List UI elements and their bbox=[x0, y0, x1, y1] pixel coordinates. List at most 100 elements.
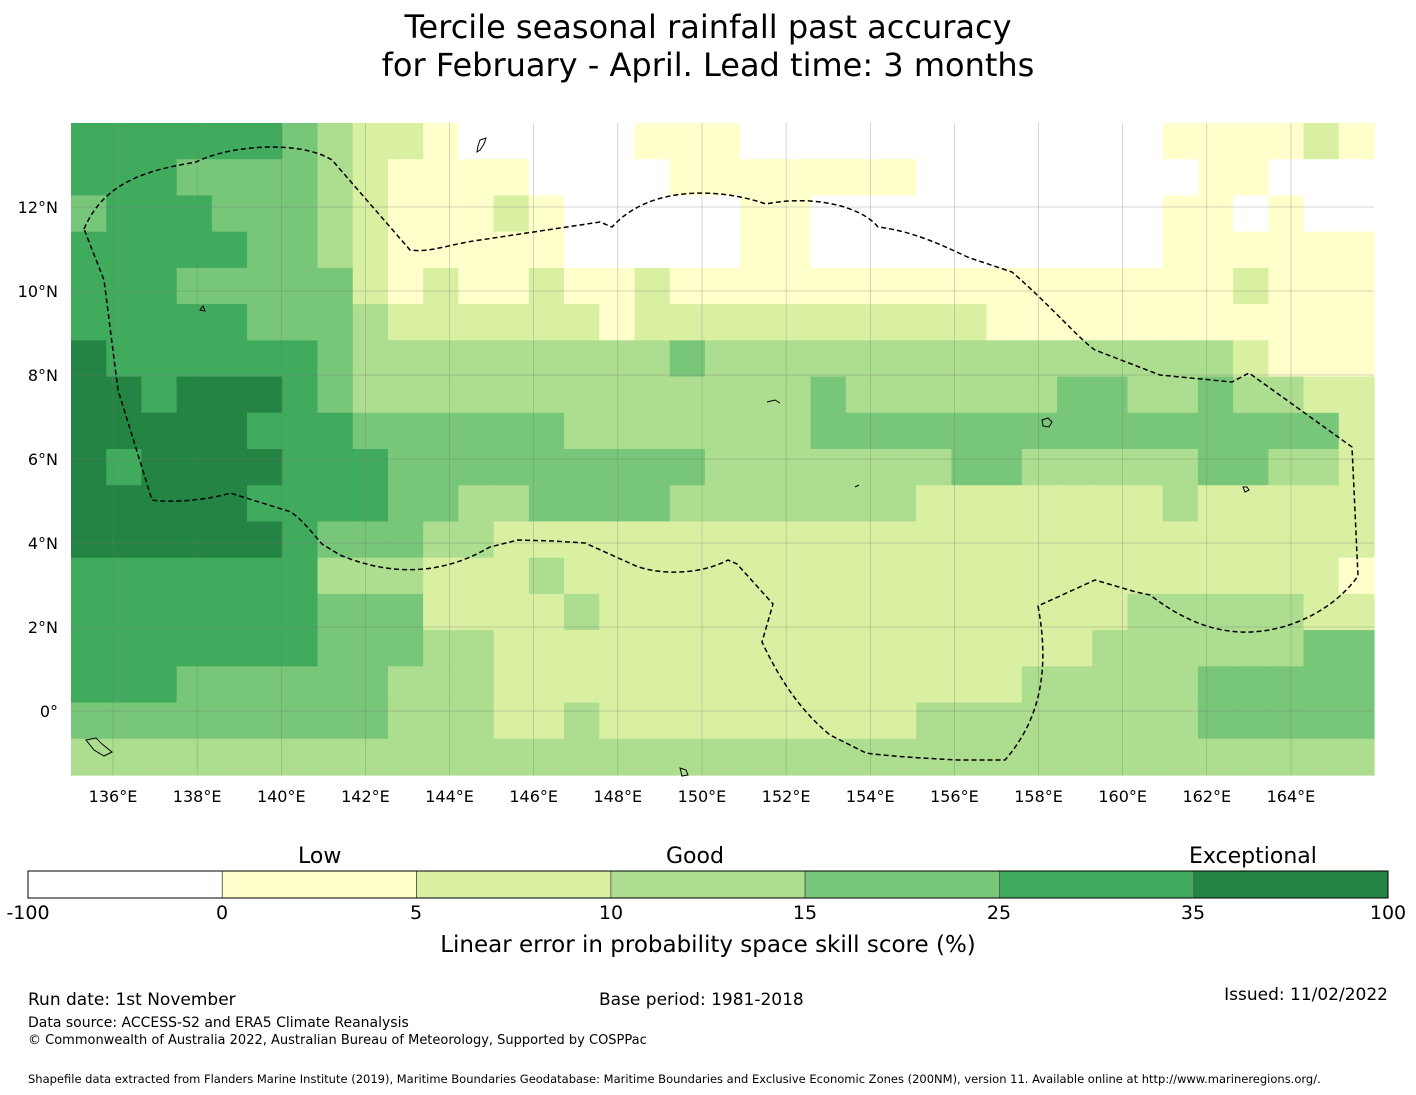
skill-cell bbox=[951, 738, 988, 776]
skill-cell bbox=[634, 340, 671, 378]
longitude-tick-label: 146°E bbox=[509, 787, 558, 806]
skill-cell bbox=[106, 340, 143, 378]
skill-cell bbox=[71, 123, 107, 160]
skill-cell bbox=[986, 521, 1023, 559]
island-outline bbox=[1242, 486, 1250, 493]
skill-cell bbox=[141, 267, 178, 305]
skill-cell bbox=[880, 666, 917, 704]
longitude-tick-label: 164°E bbox=[1267, 787, 1316, 806]
skill-cell bbox=[1092, 702, 1129, 740]
skill-cell bbox=[423, 267, 459, 305]
skill-cell bbox=[1021, 376, 1058, 414]
skill-cell bbox=[880, 267, 917, 305]
skill-cell bbox=[564, 738, 600, 776]
skill-cell bbox=[599, 267, 636, 305]
skill-cell bbox=[282, 231, 319, 269]
skill-cell bbox=[317, 231, 354, 269]
skill-cell bbox=[1233, 630, 1269, 667]
longitude-tick-label: 156°E bbox=[930, 787, 979, 806]
skill-cell bbox=[352, 412, 389, 450]
skill-cell bbox=[387, 630, 424, 667]
skill-cell bbox=[71, 159, 107, 197]
skill-cell bbox=[1233, 557, 1269, 595]
skill-cell bbox=[423, 195, 459, 233]
skill-cell bbox=[669, 521, 706, 559]
skill-cell bbox=[1268, 376, 1305, 414]
skill-cell bbox=[704, 666, 741, 704]
skill-cell bbox=[1057, 738, 1093, 776]
skill-cell bbox=[845, 195, 882, 233]
skill-cell bbox=[1021, 340, 1058, 378]
skill-cell bbox=[986, 340, 1023, 378]
skill-cell bbox=[106, 267, 143, 305]
skill-cell bbox=[247, 593, 283, 631]
skill-cell bbox=[1092, 267, 1129, 305]
skill-cell bbox=[1057, 630, 1093, 667]
skill-cell bbox=[599, 195, 636, 233]
skill-cell bbox=[1162, 159, 1199, 197]
skill-cell bbox=[211, 485, 248, 523]
latitude-tick-label: 0° bbox=[40, 702, 58, 721]
skill-cell bbox=[1338, 123, 1375, 160]
run-date: Run date: 1st November bbox=[28, 990, 236, 1010]
skill-cell bbox=[352, 738, 389, 776]
skill-cell bbox=[1127, 376, 1164, 414]
skill-cell bbox=[106, 449, 143, 486]
skill-cell bbox=[634, 123, 671, 160]
skill-cell bbox=[951, 267, 988, 305]
skill-cell bbox=[1268, 123, 1305, 160]
skill-cell bbox=[564, 267, 600, 305]
skill-cell bbox=[176, 159, 213, 197]
skill-cell bbox=[951, 231, 988, 269]
skill-cell bbox=[810, 123, 847, 160]
skill-cell bbox=[634, 267, 671, 305]
skill-cell bbox=[1021, 521, 1058, 559]
skill-cell bbox=[880, 376, 917, 414]
skill-cell bbox=[528, 412, 565, 450]
skill-cell bbox=[564, 340, 600, 378]
skill-cell bbox=[1303, 123, 1340, 160]
skill-cell bbox=[247, 195, 283, 233]
skill-cell bbox=[951, 123, 988, 160]
skill-cell bbox=[775, 340, 812, 378]
latitude-tick-label: 8°N bbox=[28, 366, 58, 385]
skill-cell bbox=[1021, 666, 1058, 704]
skill-cell bbox=[634, 593, 671, 631]
skill-cell bbox=[1092, 630, 1129, 667]
skill-cell bbox=[1092, 412, 1129, 450]
skill-cell bbox=[1338, 738, 1375, 776]
skill-cell bbox=[106, 304, 143, 341]
skill-cell bbox=[493, 340, 530, 378]
skill-cell bbox=[1057, 666, 1093, 704]
skill-cell bbox=[352, 159, 389, 197]
skill-cell bbox=[810, 304, 847, 341]
skill-cell bbox=[317, 557, 354, 595]
skill-cell bbox=[282, 159, 319, 197]
skill-cell bbox=[1197, 159, 1234, 197]
skill-cell bbox=[247, 159, 283, 197]
skill-cell bbox=[1057, 412, 1093, 450]
skill-cell bbox=[1057, 195, 1093, 233]
skill-cell bbox=[1197, 557, 1234, 595]
skill-cell bbox=[1021, 630, 1058, 667]
skill-cell bbox=[458, 485, 495, 523]
skill-cell bbox=[352, 666, 389, 704]
skill-cell bbox=[634, 304, 671, 341]
skill-cell bbox=[106, 231, 143, 269]
skill-cell bbox=[1233, 123, 1269, 160]
skill-cell bbox=[845, 485, 882, 523]
skill-cell bbox=[106, 557, 143, 595]
skill-cell bbox=[176, 521, 213, 559]
skill-cell bbox=[1092, 376, 1129, 414]
skill-cell bbox=[141, 123, 178, 160]
skill-cell bbox=[951, 412, 988, 450]
skill-cell bbox=[247, 702, 283, 740]
skill-cell bbox=[71, 376, 107, 414]
skill-cell bbox=[845, 630, 882, 667]
skill-cell bbox=[528, 231, 565, 269]
skill-cell bbox=[564, 521, 600, 559]
skill-cell bbox=[387, 702, 424, 740]
colorbar-category-low: Low bbox=[298, 844, 342, 869]
skill-cell bbox=[1092, 738, 1129, 776]
